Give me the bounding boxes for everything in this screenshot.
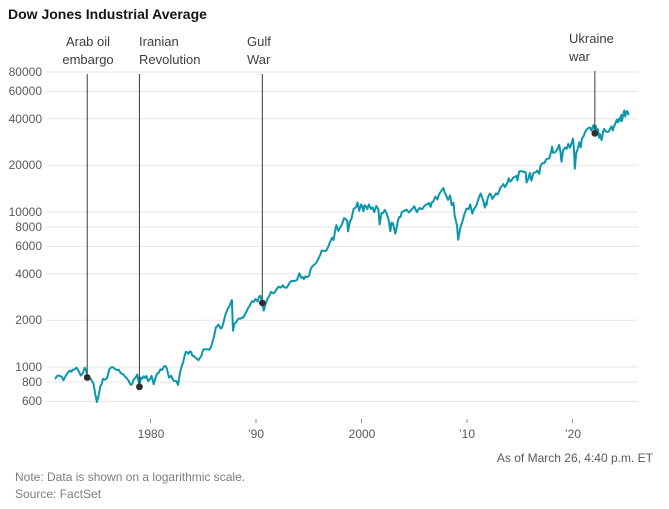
source-label: Source: FactSet	[15, 487, 102, 501]
annotation-label-line: Ukraine	[569, 31, 614, 46]
y-axis-tick-label: 1000	[15, 360, 42, 374]
x-axis-tick-label: ’90	[247, 427, 265, 441]
y-axis-tick-label: 40000	[8, 112, 42, 126]
annotation-label: Iranian Revolution	[139, 33, 200, 69]
y-axis-tick-label: 2000	[15, 313, 42, 327]
annotation-label-line: Gulf	[247, 34, 271, 49]
annotation-label-line: Revolution	[139, 52, 201, 67]
x-axis-tick-label: ’10	[458, 427, 476, 441]
annotation-dot	[83, 374, 91, 381]
x-axis-tick-label: 2000	[348, 427, 376, 441]
annotation-label-line: embargo	[62, 52, 114, 67]
djia-line	[54, 109, 630, 403]
as-of-timestamp: As of March 26, 4:40 p.m. ET	[496, 451, 653, 465]
annotation-dot	[136, 383, 143, 391]
note-label: Note: Data is shown on a logarithmic sca…	[15, 470, 246, 484]
page-title: Dow Jones Industrial Average	[8, 6, 207, 22]
y-axis-tick-label: 4000	[15, 267, 42, 281]
y-axis-tick-label: 80000	[8, 65, 42, 79]
y-axis-tick-label: 800	[21, 375, 42, 389]
annotation-dot	[258, 299, 266, 307]
y-axis-tick-label: 20000	[8, 158, 42, 172]
x-axis-tick-label: ’20	[564, 427, 582, 441]
annotation-label-line: war	[569, 49, 590, 64]
annotation-label: Gulf War	[247, 33, 271, 69]
annotation-label-line: Arab oil	[65, 34, 111, 49]
y-axis-tick-label: 600	[21, 394, 42, 408]
y-axis-tick-label: 6000	[15, 239, 42, 253]
y-axis-tick-label: 8000	[15, 220, 42, 234]
annotation-label: Ukraine war	[569, 30, 614, 66]
annotation-label-line: Iranian	[139, 34, 179, 49]
y-axis-tick-label: 60000	[8, 84, 42, 98]
x-axis-tick-label: 1980	[137, 427, 165, 441]
annotation-label-line: War	[247, 52, 271, 67]
annotation-dot	[591, 129, 599, 137]
y-axis-tick-label: 10000	[8, 205, 42, 219]
annotation-label: Arab oil embargo	[62, 33, 113, 69]
